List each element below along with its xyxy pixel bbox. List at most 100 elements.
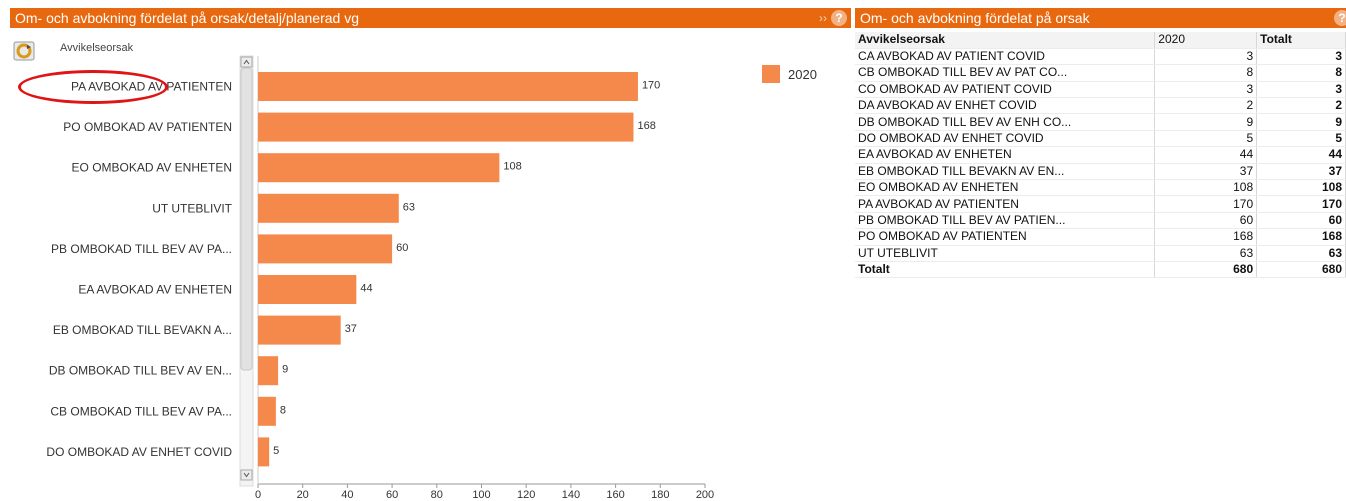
bar[interactable] <box>258 193 399 223</box>
category-label[interactable]: DO OMBOKAD AV ENHET COVID <box>46 445 232 459</box>
bar[interactable] <box>258 396 276 426</box>
bar[interactable] <box>258 112 634 142</box>
cell-total: 170 <box>1256 195 1346 213</box>
category-label[interactable]: CB OMBOKAD TILL BEV AV PA... <box>50 404 232 418</box>
table-header-year[interactable]: År 2020 <box>1154 32 1258 49</box>
value-label: 108 <box>503 161 521 173</box>
chart-scrollbar-thumb[interactable] <box>240 67 253 371</box>
table-row[interactable]: EA AVBOKAD AV ENHETEN 44 44 <box>855 146 1346 164</box>
category-label[interactable]: PO OMBOKAD AV PATIENTEN <box>63 120 232 134</box>
cell-total: 9 <box>1256 113 1346 131</box>
legend-label: 2020 <box>788 66 817 82</box>
cell-total: 3 <box>1256 81 1346 99</box>
cell-2020: 9 <box>1154 113 1258 131</box>
cell-total: 2 <box>1256 97 1346 115</box>
table-row[interactable]: EO OMBOKAD AV ENHETEN 108 108 <box>855 179 1346 197</box>
table-row[interactable]: DO OMBOKAD AV ENHET COVID 5 5 <box>855 130 1346 148</box>
chevron-down-icon <box>243 472 250 478</box>
x-tick-label: 200 <box>696 489 714 501</box>
left-panel-title: Om- och avbokning fördelat på orsak/deta… <box>15 10 359 26</box>
category-label[interactable]: EA AVBOKAD AV ENHETEN <box>78 283 232 297</box>
cell-name[interactable]: EB OMBOKAD TILL BEVAKN AV EN... <box>855 163 1156 181</box>
cell-name[interactable]: PO OMBOKAD AV PATIENTEN <box>855 228 1156 246</box>
value-label: 170 <box>642 80 660 92</box>
bar[interactable] <box>258 234 393 264</box>
dimension-label: Avvikelseorsak <box>60 42 134 54</box>
cell-2020: 5 <box>1154 130 1258 148</box>
cell-total: 8 <box>1256 64 1346 82</box>
cell-2020: 44 <box>1154 146 1258 164</box>
scroll-up-button[interactable] <box>240 56 253 68</box>
table-header-dimension[interactable]: Avvikelseorsak <box>855 32 1156 49</box>
double-arrow-icon[interactable]: ›› <box>819 11 827 25</box>
right-panel-header: Om- och avbokning fördelat på orsak ? <box>855 8 1346 28</box>
x-tick-label: 80 <box>431 489 443 501</box>
category-label[interactable]: PB OMBOKAD TILL BEV AV PA... <box>51 242 232 256</box>
chevron-up-icon <box>243 59 250 65</box>
bar[interactable] <box>258 356 279 386</box>
x-tick-label: 180 <box>651 489 669 501</box>
x-tick-label: 20 <box>297 489 309 501</box>
cell-2020: 680 <box>1154 260 1258 279</box>
cell-name[interactable]: PB OMBOKAD TILL BEV AV PATIEN... <box>855 212 1156 230</box>
table-header-total[interactable]: Totalt <box>1256 32 1346 49</box>
bar[interactable] <box>258 153 500 183</box>
table-row[interactable]: DA AVBOKAD AV ENHET COVID 2 2 <box>855 97 1346 115</box>
category-label[interactable]: UT UTEBLIVIT <box>152 201 232 215</box>
cell-name[interactable]: Totalt <box>855 260 1156 279</box>
x-tick-label: 100 <box>472 489 490 501</box>
cell-name[interactable]: DB OMBOKAD TILL BEV AV ENH CO... <box>855 113 1156 131</box>
x-tick-label: 0 <box>255 489 261 501</box>
table-row[interactable]: PA AVBOKAD AV PATIENTEN 170 170 <box>855 195 1346 213</box>
bar[interactable] <box>258 437 270 467</box>
table-total-row[interactable]: Totalt 680 680 <box>855 260 1346 279</box>
value-label: 8 <box>280 404 286 416</box>
left-panel-header: Om- och avbokning fördelat på orsak/deta… <box>10 8 851 28</box>
table-row[interactable]: PB OMBOKAD TILL BEV AV PATIEN... 60 60 <box>855 212 1346 230</box>
cell-total: 37 <box>1256 163 1346 181</box>
table-row[interactable]: CB OMBOKAD TILL BEV AV PAT CO... 8 8 <box>855 64 1346 82</box>
cell-name[interactable]: CO OMBOKAD AV PATIENT COVID <box>855 81 1156 99</box>
category-label[interactable]: EB OMBOKAD TILL BEVAKN A... <box>53 323 232 337</box>
cell-name[interactable]: DO OMBOKAD AV ENHET COVID <box>855 130 1156 148</box>
cell-2020: 3 <box>1154 81 1258 99</box>
bar[interactable] <box>258 315 341 345</box>
value-label: 37 <box>345 323 357 335</box>
table-row[interactable]: CA AVBOKAD AV PATIENT COVID 3 3 <box>855 48 1346 66</box>
scroll-down-button[interactable] <box>240 469 253 481</box>
cell-2020: 3 <box>1154 48 1258 66</box>
cell-2020: 63 <box>1154 245 1258 262</box>
cell-name[interactable]: CA AVBOKAD AV PATIENT COVID <box>855 48 1156 66</box>
bar[interactable] <box>258 275 357 304</box>
table-row[interactable]: PO OMBOKAD AV PATIENTEN 168 168 <box>855 228 1346 246</box>
bar[interactable] <box>258 72 638 101</box>
cell-total: 44 <box>1256 146 1346 164</box>
table-row[interactable]: EB OMBOKAD TILL BEVAKN AV EN... 37 37 <box>855 163 1346 181</box>
cell-2020: 168 <box>1154 228 1258 246</box>
cycle-dimension-icon[interactable] <box>13 41 35 61</box>
category-label[interactable]: EO OMBOKAD AV ENHETEN <box>72 161 232 175</box>
cell-name[interactable]: EO OMBOKAD AV ENHETEN <box>855 179 1156 197</box>
table-row[interactable]: CO OMBOKAD AV PATIENT COVID 3 3 <box>855 81 1346 99</box>
table-row[interactable]: UT UTEBLIVIT 63 63 <box>855 245 1346 262</box>
cell-2020: 60 <box>1154 212 1258 230</box>
cell-2020: 108 <box>1154 179 1258 197</box>
year-value-label: 2020 <box>1158 32 1185 47</box>
cell-total: 63 <box>1256 245 1346 262</box>
cell-total: 108 <box>1256 179 1346 197</box>
category-label[interactable]: DB OMBOKAD TILL BEV AV EN... <box>49 364 232 378</box>
straight-table: Avvikelseorsak År 2020 Totalt CA AVBOKAD… <box>855 32 1346 279</box>
value-label: 5 <box>273 445 279 457</box>
cell-2020: 8 <box>1154 64 1258 82</box>
cell-name[interactable]: EA AVBOKAD AV ENHETEN <box>855 146 1156 164</box>
right-panel-title: Om- och avbokning fördelat på orsak <box>860 10 1090 26</box>
cell-name[interactable]: CB OMBOKAD TILL BEV AV PAT CO... <box>855 64 1156 82</box>
cell-name[interactable]: PA AVBOKAD AV PATIENTEN <box>855 195 1156 213</box>
help-icon[interactable]: ? <box>831 10 847 26</box>
help-icon[interactable]: ? <box>1334 10 1346 26</box>
cell-name[interactable]: UT UTEBLIVIT <box>855 245 1156 262</box>
cell-name[interactable]: DA AVBOKAD AV ENHET COVID <box>855 97 1156 115</box>
table-row[interactable]: DB OMBOKAD TILL BEV AV ENH CO... 9 9 <box>855 113 1346 131</box>
cell-total: 168 <box>1256 228 1346 246</box>
